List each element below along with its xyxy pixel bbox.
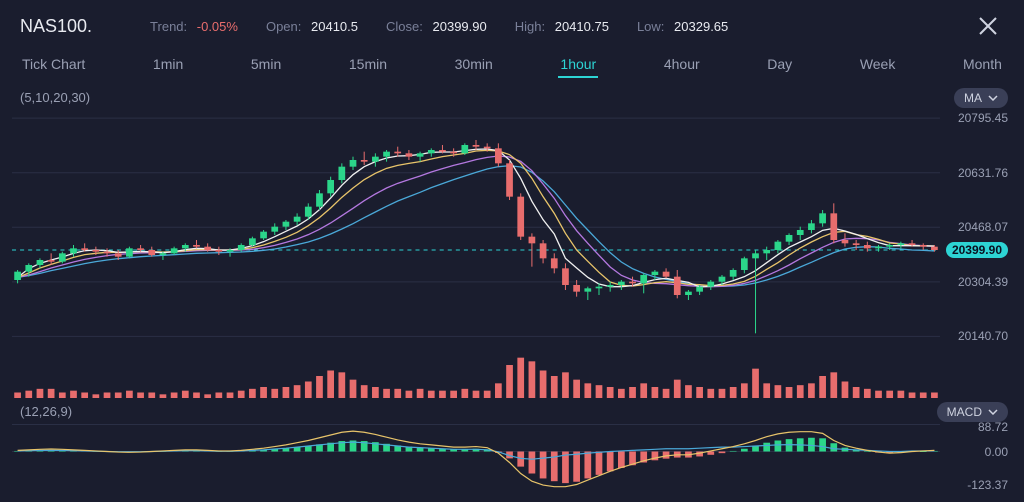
macd-area: (12,26,9) MACD 88.72 0.00 -123.37 bbox=[12, 402, 1012, 494]
price-chart-area: (5,10,20,30) MA 20795.45 20631.76 20468.07… bbox=[12, 88, 1012, 398]
timeframe-tab[interactable]: Tick Chart bbox=[20, 52, 87, 78]
y-axis-tick: 20304.39 bbox=[958, 275, 1008, 289]
macd-pane[interactable] bbox=[12, 424, 940, 490]
chevron-down-icon bbox=[988, 95, 998, 101]
timeframe-tab[interactable]: 15min bbox=[347, 52, 389, 78]
open-value: 20410.5 bbox=[311, 19, 358, 34]
open-label: Open: bbox=[266, 19, 301, 34]
macd-y-tick: -123.37 bbox=[967, 478, 1008, 492]
low-value: 20329.65 bbox=[674, 19, 728, 34]
timeframe-tab[interactable]: 5min bbox=[249, 52, 283, 78]
close-icon bbox=[977, 15, 999, 37]
close-button[interactable] bbox=[972, 10, 1004, 42]
close-label: Close: bbox=[386, 19, 423, 34]
trend-stat: Trend: -0.05% bbox=[150, 19, 238, 34]
volume-pane bbox=[12, 354, 940, 398]
timeframe-tab[interactable]: 30min bbox=[453, 52, 495, 78]
low-stat: Low: 20329.65 bbox=[637, 19, 728, 34]
trend-label: Trend: bbox=[150, 19, 187, 34]
chevron-down-icon bbox=[988, 409, 998, 415]
high-label: High: bbox=[515, 19, 545, 34]
ma-indicator-label: MA bbox=[964, 91, 982, 105]
y-axis-tick: 20631.76 bbox=[958, 166, 1008, 180]
ma-params-label: (5,10,20,30) bbox=[20, 90, 90, 105]
close-value: 20399.90 bbox=[433, 19, 487, 34]
low-label: Low: bbox=[637, 19, 664, 34]
y-axis-tick: 20468.07 bbox=[958, 220, 1008, 234]
high-value: 20410.75 bbox=[555, 19, 609, 34]
macd-indicator-dropdown[interactable]: MACD bbox=[937, 402, 1008, 422]
timeframe-tab[interactable]: Day bbox=[765, 52, 794, 78]
macd-indicator-label: MACD bbox=[947, 405, 982, 419]
macd-y-tick: 88.72 bbox=[978, 420, 1008, 434]
y-axis-tick: 20795.45 bbox=[958, 111, 1008, 125]
high-stat: High: 20410.75 bbox=[515, 19, 609, 34]
timeframe-tab[interactable]: Week bbox=[858, 52, 898, 78]
timeframe-tab[interactable]: 1hour bbox=[558, 52, 598, 78]
timeframe-tabs: Tick Chart 1min 5min 15min 30min 1hour 4hour Da… bbox=[0, 48, 1024, 88]
macd-y-axis: 88.720.00-123.37 bbox=[944, 424, 1008, 490]
chart-header: NAS100. Trend: -0.05% Open: 20410.5 Clos… bbox=[0, 0, 1024, 48]
timeframe-tab[interactable]: 4hour bbox=[662, 52, 702, 78]
ma-indicator-dropdown[interactable]: MA bbox=[954, 88, 1008, 108]
macd-params-label: (12,26,9) bbox=[20, 404, 72, 419]
y-axis-tick: 20140.70 bbox=[958, 329, 1008, 343]
candlestick-pane[interactable] bbox=[12, 110, 940, 350]
current-price-tag: 20399.90 bbox=[946, 242, 1008, 258]
macd-y-tick: 0.00 bbox=[985, 445, 1008, 459]
trend-value: -0.05% bbox=[197, 19, 238, 34]
open-stat: Open: 20410.5 bbox=[266, 19, 358, 34]
symbol-name: NAS100. bbox=[20, 16, 92, 37]
price-y-axis: 20795.45 20631.76 20468.07 20399.90 20304.39… bbox=[944, 110, 1008, 350]
timeframe-tab[interactable]: Month bbox=[961, 52, 1004, 78]
timeframe-tab[interactable]: 1min bbox=[151, 52, 185, 78]
close-stat: Close: 20399.90 bbox=[386, 19, 487, 34]
